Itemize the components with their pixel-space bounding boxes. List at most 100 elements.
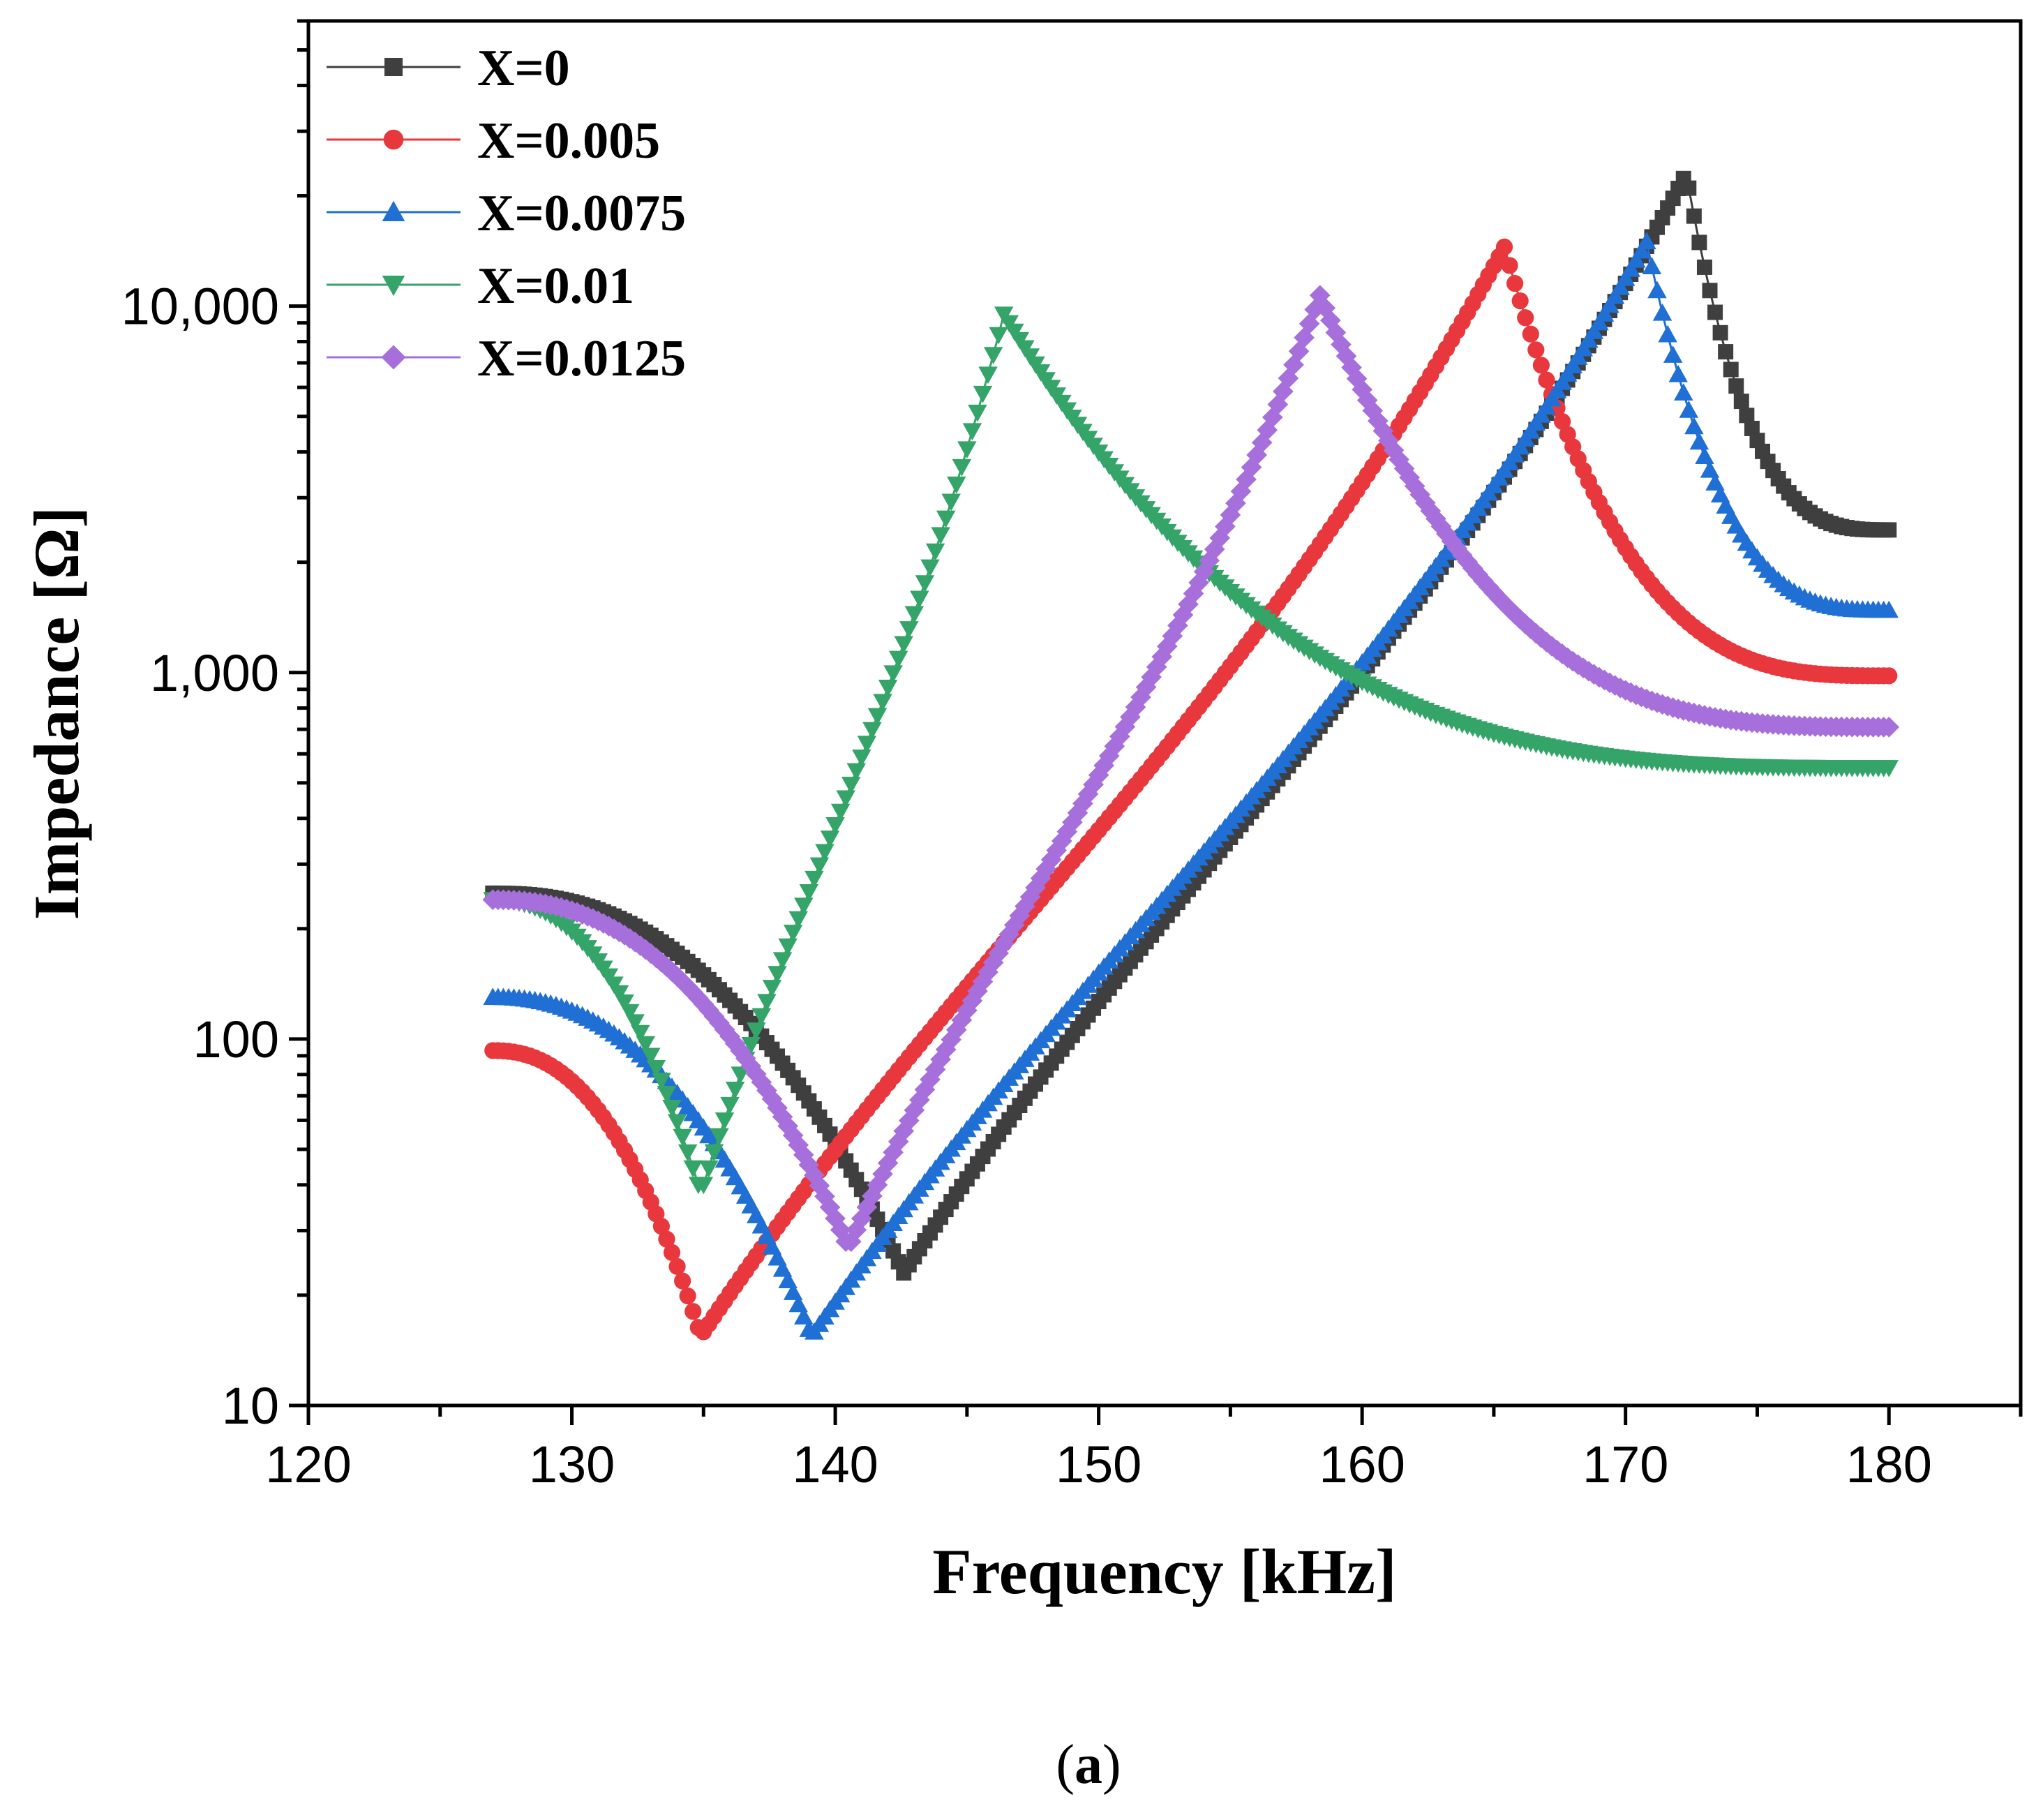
data-point xyxy=(1879,760,1899,777)
data-point xyxy=(1686,208,1702,224)
data-point xyxy=(694,1177,714,1195)
data-point xyxy=(668,1258,686,1275)
data-point xyxy=(1674,383,1693,401)
data-point xyxy=(720,1096,740,1114)
data-point xyxy=(768,966,787,983)
data-point xyxy=(735,1047,756,1069)
y-tick-label: 10 xyxy=(222,1377,279,1435)
data-point xyxy=(1241,456,1262,478)
data-point xyxy=(1517,309,1534,327)
data-point xyxy=(1631,241,1652,259)
data-point xyxy=(1642,257,1662,275)
data-point xyxy=(1367,410,1389,432)
data-point xyxy=(883,665,903,683)
x-tick-label: 160 xyxy=(1319,1435,1405,1493)
data-point xyxy=(830,1219,851,1241)
legend-marker xyxy=(383,129,404,150)
data-point xyxy=(731,1066,750,1084)
data-point xyxy=(684,1303,702,1320)
data-point xyxy=(719,1026,740,1047)
data-point xyxy=(809,857,830,875)
data-point xyxy=(873,694,892,712)
data-point xyxy=(1695,447,1714,465)
data-point xyxy=(652,1073,671,1090)
data-point xyxy=(1040,849,1062,870)
data-point xyxy=(747,1022,766,1040)
data-point xyxy=(1294,327,1315,348)
legend-entry-X=0: X=0 xyxy=(327,40,570,97)
y-tick-label: 100 xyxy=(193,1010,279,1068)
data-point xyxy=(952,458,972,477)
data-point xyxy=(725,1081,745,1099)
data-point xyxy=(1881,522,1897,538)
data-point xyxy=(1430,516,1452,537)
data-point xyxy=(836,790,855,808)
data-point xyxy=(710,1128,729,1146)
data-point xyxy=(1451,544,1473,566)
data-point xyxy=(1167,615,1188,636)
data-point xyxy=(1025,877,1046,898)
data-point xyxy=(1637,232,1656,250)
data-point xyxy=(936,510,956,528)
data-point xyxy=(846,763,867,781)
data-point xyxy=(646,1059,666,1077)
data-point xyxy=(931,527,950,545)
data-point xyxy=(1589,313,1609,331)
data-point xyxy=(973,385,993,403)
data-point xyxy=(709,1012,730,1034)
data-point xyxy=(1610,277,1630,295)
data-point xyxy=(925,543,945,561)
data-point xyxy=(946,476,966,494)
data-point xyxy=(941,493,961,512)
caption-label: a xyxy=(1075,1734,1102,1796)
data-point xyxy=(1733,394,1749,410)
data-point xyxy=(962,423,982,441)
data-point xyxy=(857,736,877,754)
y-axis-title: Impedance [Ω] xyxy=(21,507,92,920)
data-point xyxy=(1647,281,1667,299)
data-point xyxy=(1621,260,1640,277)
plot-frame xyxy=(306,19,2023,1408)
x-axis-title: Frequency [kHz] xyxy=(932,1536,1396,1607)
data-point xyxy=(636,1036,655,1054)
data-point xyxy=(1383,440,1405,461)
data-point xyxy=(1522,325,1539,343)
data-point xyxy=(1378,430,1399,452)
series-line-X=0.005 xyxy=(493,244,1889,1334)
data-point xyxy=(1457,551,1479,572)
y-tick-label: 10,000 xyxy=(121,278,279,336)
data-point xyxy=(1594,304,1615,322)
data-point xyxy=(663,1244,681,1261)
data-point xyxy=(815,844,835,862)
data-point xyxy=(1262,407,1283,428)
data-point xyxy=(1511,292,1529,310)
legend: X=0 X=0.005 X=0.0075 X=0.01 X=0.0125 xyxy=(327,40,686,387)
data-point xyxy=(888,650,908,669)
data-point xyxy=(799,884,819,902)
data-point xyxy=(1267,394,1289,415)
data-point xyxy=(674,1272,691,1290)
data-point xyxy=(772,952,793,970)
data-point xyxy=(968,404,987,422)
data-point xyxy=(625,1014,645,1032)
data-point xyxy=(794,1307,814,1325)
data-point xyxy=(667,1114,687,1132)
data-point xyxy=(1600,295,1619,313)
caption-close-paren: ) xyxy=(1102,1734,1121,1796)
caption-open-paren: ( xyxy=(1056,1734,1075,1796)
data-point xyxy=(972,971,994,992)
data-point xyxy=(794,897,814,916)
data-point xyxy=(678,1144,698,1162)
data-point xyxy=(1236,469,1257,490)
data-point xyxy=(1652,303,1672,321)
data-point xyxy=(1739,408,1755,424)
data-point xyxy=(1707,304,1723,320)
data-point xyxy=(1246,445,1267,465)
data-point xyxy=(1356,389,1378,411)
data-point xyxy=(841,777,861,794)
data-point xyxy=(679,1287,696,1305)
data-point xyxy=(825,817,845,835)
data-point xyxy=(1663,345,1683,363)
data-point xyxy=(1130,687,1151,708)
data-point xyxy=(862,722,882,740)
